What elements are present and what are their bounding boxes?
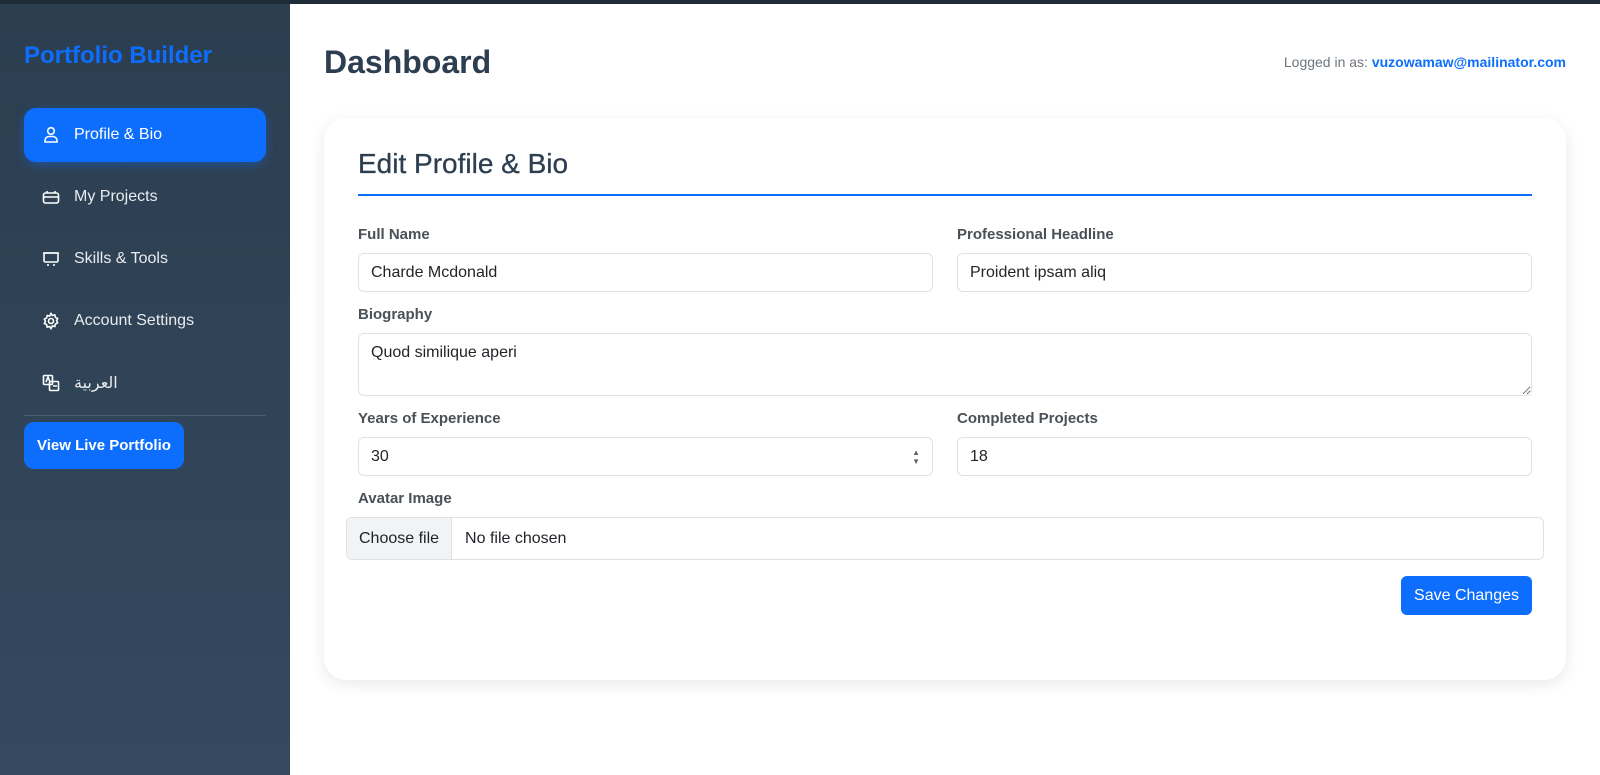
sidebar-item-label: My Projects	[74, 188, 158, 205]
sidebar-nav: Profile & Bio My Projects Skills & Tools…	[24, 108, 266, 410]
logged-in-info: Logged in as: vuzowamaw@mailinator.com	[1284, 54, 1566, 70]
sidebar-item-language[interactable]: العربية	[24, 356, 266, 410]
biography-textarea[interactable]: Quod similique aperi	[358, 333, 1532, 396]
number-stepper-icon[interactable]: ▲ ▼	[912, 447, 920, 466]
sidebar-item-label: Skills & Tools	[74, 250, 168, 267]
page-title: Dashboard	[324, 43, 492, 80]
logged-in-label: Logged in as:	[1283, 54, 1368, 70]
biography-label: Biography	[358, 306, 433, 323]
full-name-label: Full Name	[358, 226, 430, 243]
choose-file-button[interactable]: Choose file	[347, 518, 453, 559]
avatar-label: Avatar Image	[358, 490, 452, 507]
brand-logo: Portfolio Builder	[24, 42, 212, 69]
completed-projects-input[interactable]: 18	[957, 437, 1532, 476]
easel-icon	[43, 252, 59, 266]
sidebar-item-label: Profile & Bio	[74, 126, 163, 143]
translate-icon	[42, 374, 60, 392]
user-email: vuzowamaw@mailinator.com	[1371, 54, 1566, 70]
sidebar-divider	[24, 415, 266, 416]
sidebar-item-settings[interactable]: Account Settings	[24, 294, 266, 348]
sidebar-item-label: Account Settings	[74, 312, 195, 329]
briefcase-icon	[42, 191, 60, 204]
header: Dashboard Logged in as: vuzowamaw@mailin…	[324, 38, 1566, 86]
sidebar-item-label: العربية	[74, 375, 118, 392]
main-content: Dashboard Logged in as: vuzowamaw@mailin…	[290, 4, 1600, 775]
full-name-input[interactable]: Charde Mcdonald	[358, 253, 933, 292]
headline-label: Professional Headline	[957, 226, 1114, 243]
projects-label: Completed Projects	[957, 410, 1098, 427]
years-input[interactable]: 30 ▲ ▼	[358, 437, 933, 476]
edit-profile-card: Edit Profile & Bio Full Name Charde Mcdo…	[324, 118, 1566, 680]
view-live-portfolio-button[interactable]: View Live Portfolio	[24, 422, 184, 469]
sidebar-item-skills[interactable]: Skills & Tools	[24, 232, 266, 286]
headline-input[interactable]: Proident ipsam aliq	[957, 253, 1532, 292]
sidebar-item-profile[interactable]: Profile & Bio	[24, 108, 266, 162]
sidebar-item-projects[interactable]: My Projects	[24, 170, 266, 224]
avatar-file-input[interactable]: Choose file No file chosen	[346, 517, 1544, 560]
years-value: 30	[371, 447, 389, 465]
file-status: No file chosen	[465, 529, 567, 547]
gear-icon	[43, 312, 59, 330]
sidebar: Portfolio Builder Profile & Bio My Proje…	[0, 4, 290, 775]
save-changes-button[interactable]: Save Changes	[1401, 576, 1532, 615]
user-icon	[44, 126, 58, 143]
form-title: Edit Profile & Bio	[358, 148, 1532, 196]
years-label: Years of Experience	[358, 410, 501, 427]
